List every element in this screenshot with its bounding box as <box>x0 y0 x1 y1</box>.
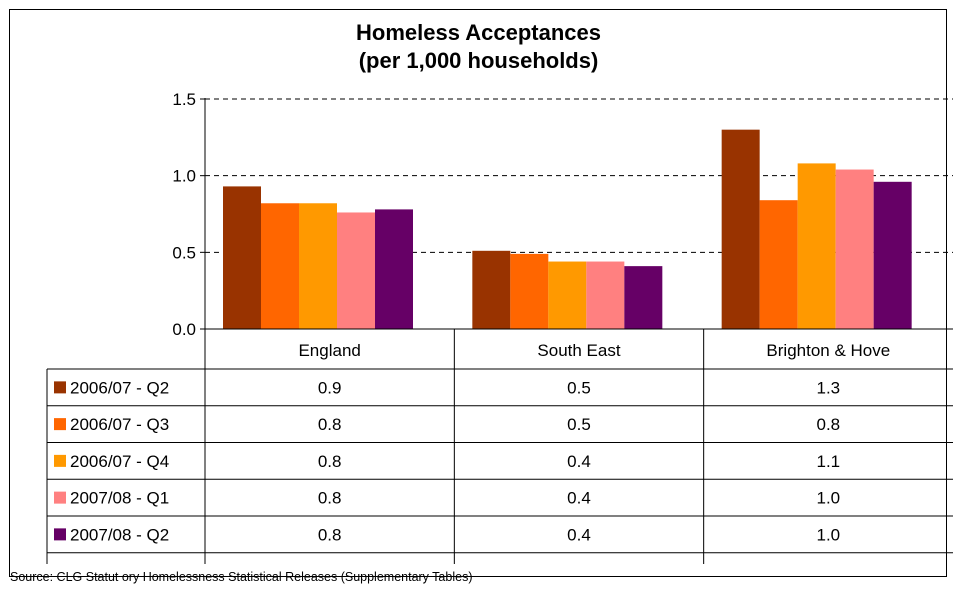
data-value: 1.0 <box>817 525 841 544</box>
bar <box>873 181 912 329</box>
legend-swatch <box>54 528 66 541</box>
bar <box>223 186 261 329</box>
data-value: 1.0 <box>817 489 841 508</box>
legend-label: 2007/08 - Q2 <box>70 525 169 544</box>
chart-title-line-2: (per 1,000 households) <box>358 48 599 73</box>
y-tick-label: 1.0 <box>172 167 196 186</box>
data-value: 0.4 <box>567 452 591 471</box>
legend-swatch <box>54 381 66 394</box>
data-value: 0.5 <box>567 415 591 434</box>
data-value: 0.4 <box>567 525 591 544</box>
y-tick-label: 0.5 <box>172 243 196 262</box>
category-label: England <box>298 341 360 360</box>
legend-label: 2007/08 - Q1 <box>70 489 169 508</box>
legend-label: 2006/07 - Q2 <box>70 378 169 397</box>
source-note: Source: CLG Statut ory Homelessness Stat… <box>10 570 473 584</box>
bar <box>510 253 549 329</box>
legend-swatch <box>54 418 66 431</box>
data-value: 0.8 <box>817 415 841 434</box>
data-value: 0.8 <box>318 525 342 544</box>
bar <box>624 266 663 329</box>
y-tick-label: 1.5 <box>172 90 196 109</box>
bar <box>299 203 337 329</box>
legend-label: 2006/07 - Q4 <box>70 452 169 471</box>
bar <box>337 212 375 329</box>
bar <box>835 169 874 329</box>
data-value: 1.3 <box>817 378 841 397</box>
data-value: 0.8 <box>318 415 342 434</box>
bar <box>472 250 511 329</box>
bar <box>797 163 836 329</box>
chart-title-line-1: Homeless Acceptances <box>356 20 601 45</box>
y-tick-label: 0.0 <box>172 320 196 339</box>
bar <box>759 200 798 329</box>
data-value: 0.9 <box>318 378 342 397</box>
bar <box>721 129 760 329</box>
data-value: 0.4 <box>567 489 591 508</box>
legend-swatch <box>54 491 66 504</box>
legend-label: 2006/07 - Q3 <box>70 415 169 434</box>
bar <box>261 203 299 329</box>
category-label: Brighton & Hove <box>766 341 890 360</box>
bar <box>375 209 413 329</box>
data-value: 1.1 <box>817 452 841 471</box>
data-value: 0.8 <box>318 452 342 471</box>
category-label: South East <box>537 341 620 360</box>
data-value: 0.8 <box>318 489 342 508</box>
bar <box>586 261 625 329</box>
legend-swatch <box>54 454 66 467</box>
bar <box>548 261 587 329</box>
data-value: 0.5 <box>567 378 591 397</box>
